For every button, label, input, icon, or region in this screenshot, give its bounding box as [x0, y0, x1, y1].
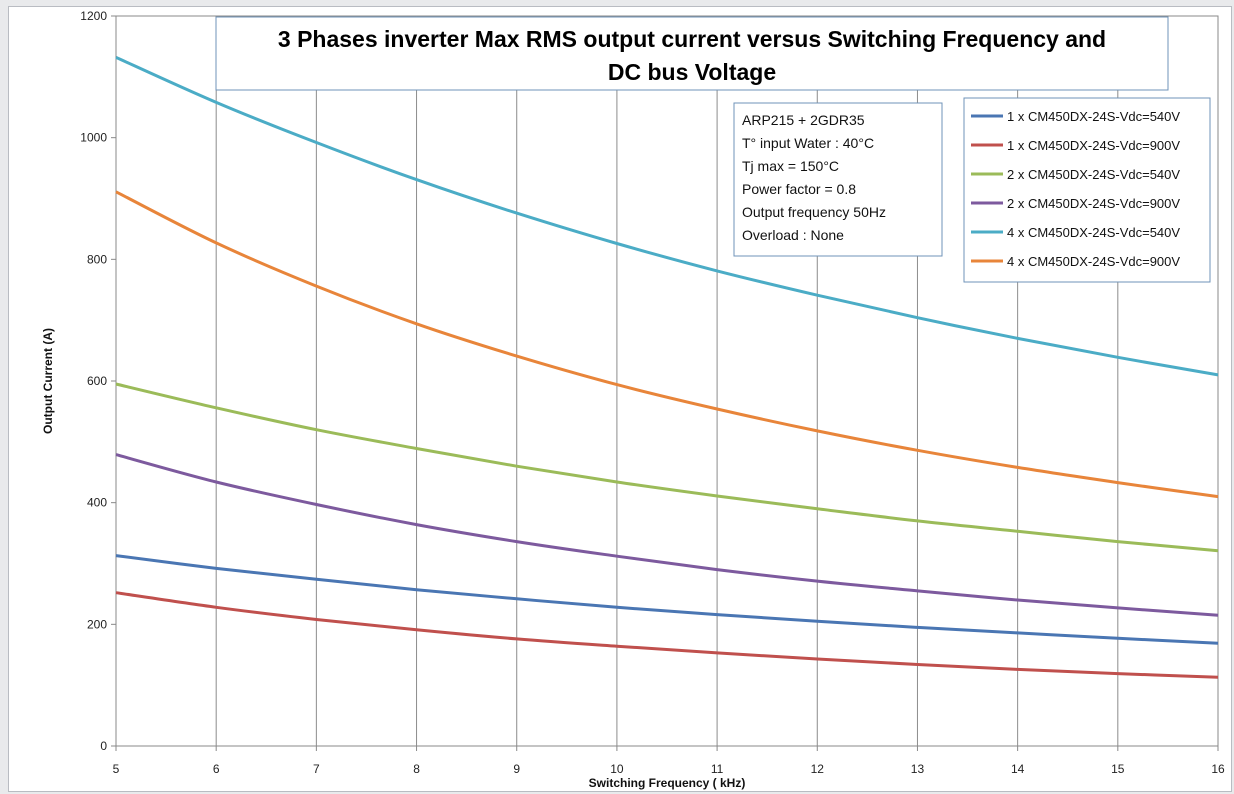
info-line: Tj max = 150°C	[742, 158, 839, 174]
series-lines	[115, 56, 1219, 679]
info-line: Overload : None	[742, 227, 844, 243]
x-tick-label: 11	[711, 762, 724, 776]
series-line	[115, 591, 1219, 679]
x-axis-title: Switching Frequency ( kHz)	[589, 776, 746, 790]
grid-lines	[215, 16, 1119, 746]
info-box	[733, 102, 943, 257]
legend-box	[963, 97, 1211, 283]
legend-label: 2 x CM450DX-24S-Vdc=900V	[1007, 196, 1180, 211]
series-line	[115, 554, 1219, 645]
y-tick-label: 200	[87, 617, 107, 631]
legend-label: 1 x CM450DX-24S-Vdc=540V	[1007, 109, 1180, 124]
x-tick-label: 7	[313, 762, 320, 776]
y-tick-label: 600	[87, 374, 107, 388]
series-line	[115, 56, 1219, 377]
y-tick-label: 0	[100, 739, 107, 753]
legend: 1 x CM450DX-24S-Vdc=540V 1 x CM450DX-24S…	[971, 109, 1180, 269]
x-tick-label: 8	[413, 762, 420, 776]
series-line	[115, 453, 1219, 617]
y-tick-label: 800	[87, 252, 107, 266]
x-tick-label: 10	[610, 762, 624, 776]
x-tick-label: 15	[1111, 762, 1125, 776]
legend-label: 1 x CM450DX-24S-Vdc=900V	[1007, 138, 1180, 153]
y-tick-label: 400	[87, 496, 107, 510]
chart-title-line-2: DC bus Voltage	[608, 59, 776, 85]
legend-label: 4 x CM450DX-24S-Vdc=540V	[1007, 225, 1180, 240]
legend-label: 2 x CM450DX-24S-Vdc=540V	[1007, 167, 1180, 182]
x-tick-label: 5	[113, 762, 120, 776]
y-axis-title: Output Current (A)	[41, 328, 55, 434]
chart-title-line-1: 3 Phases inverter Max RMS output current…	[278, 26, 1106, 52]
series-line	[115, 190, 1219, 499]
info-line: ARP215 + 2GDR35	[742, 112, 865, 128]
x-tick-label: 14	[1011, 762, 1025, 776]
info-line: Power factor = 0.8	[742, 181, 856, 197]
info-line: T° input Water : 40°C	[742, 135, 874, 151]
x-tick-label: 9	[513, 762, 520, 776]
series-line	[115, 382, 1219, 553]
legend-label: 4 x CM450DX-24S-Vdc=900V	[1007, 254, 1180, 269]
y-tick-labels: 0 200 400 600 800 1000 1200	[80, 9, 116, 753]
x-tick-label: 6	[213, 762, 220, 776]
y-tick-label: 1200	[80, 9, 107, 23]
x-tick-label: 12	[811, 762, 825, 776]
x-tick-labels: 5 6 7 8 9 10 11 12 13 14 15 16	[113, 746, 1225, 776]
y-tick-label: 1000	[80, 131, 107, 145]
x-tick-label: 13	[911, 762, 925, 776]
info-line: Output frequency 50Hz	[742, 204, 886, 220]
x-tick-label: 16	[1211, 762, 1225, 776]
title-box	[215, 16, 1169, 91]
